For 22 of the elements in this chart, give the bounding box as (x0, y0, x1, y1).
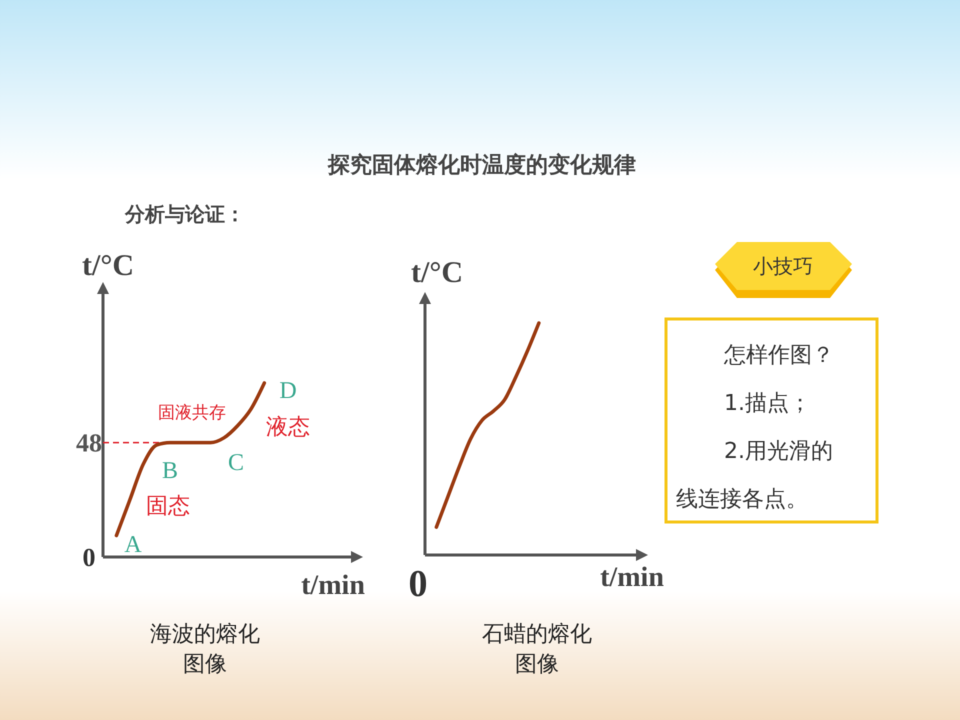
text: 小技巧 (753, 254, 813, 278)
text: 怎样作图？ (723, 343, 834, 368)
annotation: D (279, 378, 297, 404)
annotation: 固态 (146, 494, 190, 519)
text: 1.描点； (724, 391, 811, 416)
annotation: 固液共存 (158, 403, 226, 423)
text: 0 (408, 563, 428, 605)
annotation: B (162, 458, 178, 484)
annotation: 液态 (266, 415, 310, 440)
x-axis-title: t/min (600, 562, 664, 593)
text: 石蜡的熔化图像 (482, 622, 592, 677)
y-axis-title: t/°C (82, 249, 134, 282)
x-axis-title: t/min (301, 570, 366, 601)
annotation: A (124, 532, 142, 558)
annotation: C (228, 450, 244, 476)
text: 分析与论证： (124, 202, 245, 226)
line-series (114, 381, 266, 538)
text: 探究固体熔化时温度的变化规律 (327, 152, 636, 178)
text: 海波的熔化图像 (150, 622, 260, 677)
text: 2.用光滑的线连接各点。 (676, 439, 833, 512)
y-tick-label: 48 (76, 428, 102, 458)
y-axis-title: t/°C (411, 256, 463, 289)
